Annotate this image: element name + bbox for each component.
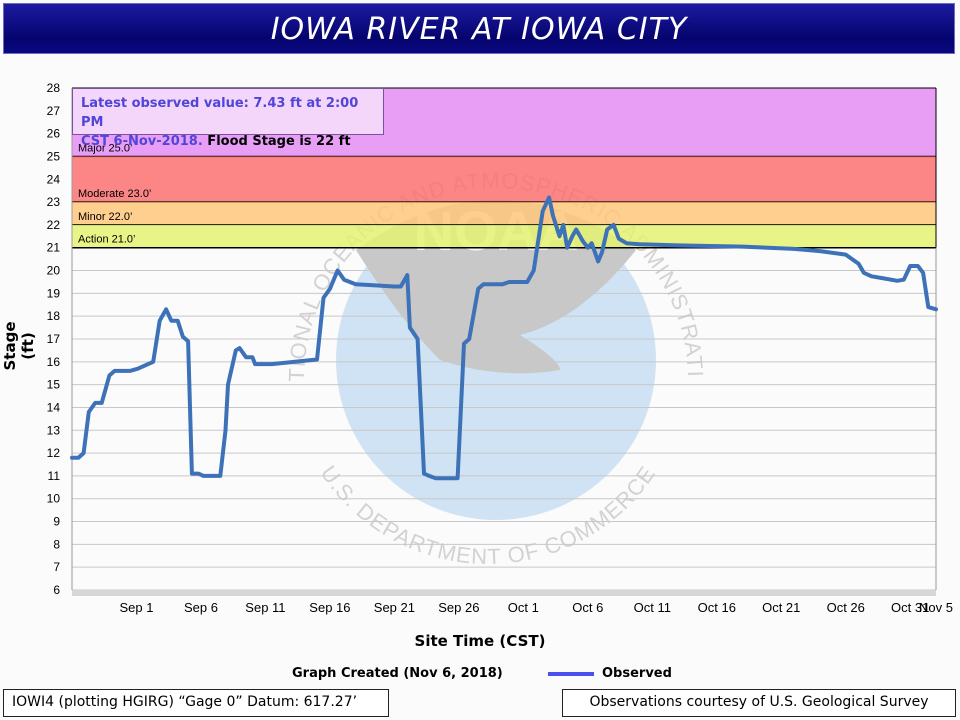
y-tick-11: 11 — [48, 469, 61, 483]
gridlines — [71, 88, 937, 596]
x-axis-band — [72, 590, 936, 596]
latest-observation-line1: Latest observed value: 7.43 ft at 2:00 P… — [81, 96, 359, 130]
y-tick-19: 19 — [47, 286, 61, 300]
latest-observation-line2: CST 6-Nov-2018. Flood Stage is 22 ft — [81, 132, 375, 151]
courtesy-note: Observations courtesy of U.S. Geological… — [562, 689, 956, 717]
legend: Observed — [548, 666, 672, 681]
band-label-moderate: Moderate 23.0’ — [78, 188, 151, 200]
title-bar: IOWA RIVER AT IOWA CITY — [3, 3, 955, 54]
y-tick-26: 26 — [47, 127, 61, 141]
band-action — [72, 224, 936, 248]
latest-observation-time: CST 6-Nov-2018. — [81, 134, 203, 149]
band-label-action: Action 21.0’ — [78, 234, 135, 246]
graph-created-label: Graph Created (Nov 6, 2018) — [292, 666, 503, 681]
y-tick-22: 22 — [47, 218, 61, 232]
x-tick-oct-31: Oct 31 — [891, 600, 929, 615]
band-label-major: Major 25.0’ — [78, 142, 132, 154]
y-tick-10: 10 — [47, 492, 61, 506]
y-tick-16: 16 — [47, 355, 61, 369]
x-tick-oct-16: Oct 16 — [698, 600, 736, 615]
y-tick-12: 12 — [47, 446, 61, 460]
band-label-minor: Minor 22.0’ — [78, 211, 132, 223]
y-tick-20: 20 — [47, 264, 61, 278]
x-tick-sep-21: Sep 21 — [374, 600, 415, 615]
x-tick-sep-16: Sep 16 — [309, 600, 350, 615]
latest-observation-box: Latest observed value: 7.43 ft at 2:00 P… — [72, 88, 384, 149]
y-tick-labels: 6 7 8 9 10 11 12 13 14 15 16 17 18 19 20 21 22 23 24 25 26 27… — [47, 81, 61, 597]
observed-series — [70, 195, 938, 481]
y-tick-17: 17 — [47, 332, 61, 346]
x-tick-oct-11: Oct 11 — [634, 600, 671, 615]
x-tick-nov-5: Nov 5 — [919, 600, 953, 615]
x-tick-oct-21: Oct 21 — [762, 600, 800, 615]
y-tick-18: 18 — [47, 309, 61, 323]
y-tick-23: 23 — [47, 195, 61, 209]
y-tick-8: 8 — [53, 537, 60, 551]
y-tick-15: 15 — [47, 378, 61, 392]
legend-observed-label: Observed — [602, 666, 672, 681]
y-tick-25: 25 — [47, 149, 61, 163]
x-tick-oct-1: Oct 1 — [508, 600, 539, 615]
chart-title: IOWA RIVER AT IOWA CITY — [270, 12, 688, 47]
legend-observed-swatch — [548, 671, 594, 676]
flood-stage-note: Flood Stage is 22 ft — [202, 134, 351, 149]
x-tick-sep-26: Sep 26 — [438, 600, 479, 615]
y-axis-title: Stage (ft) — [1, 321, 37, 371]
y-tick-14: 14 — [47, 400, 61, 414]
x-tick-labels: Sep 1 Sep 6 Sep 11 Sep 16 Sep 21 Sep 26 Oct 1 O… — [119, 600, 952, 615]
y-tick-24: 24 — [47, 172, 61, 186]
y-tick-13: 13 — [47, 423, 61, 437]
y-tick-7: 7 — [53, 560, 60, 574]
x-tick-oct-26: Oct 26 — [827, 600, 865, 615]
y-tick-6: 6 — [53, 583, 60, 597]
x-tick-oct-6: Oct 6 — [572, 600, 603, 615]
y-tick-27: 27 — [47, 104, 61, 118]
datum-note: IOWI4 (plotting HGIRG) “Gage 0” Datum: 6… — [3, 689, 389, 717]
x-tick-sep-1: Sep 1 — [119, 600, 153, 615]
band-moderate — [72, 156, 936, 203]
band-minor — [72, 202, 936, 225]
y-tick-28: 28 — [47, 81, 61, 95]
y-tick-9: 9 — [53, 515, 60, 529]
x-tick-sep-11: Sep 11 — [245, 600, 285, 615]
x-axis-title: Site Time (CST) — [414, 632, 546, 650]
x-tick-sep-6: Sep 6 — [184, 600, 218, 615]
observed-line — [70, 195, 938, 481]
y-tick-21: 21 — [47, 241, 61, 255]
